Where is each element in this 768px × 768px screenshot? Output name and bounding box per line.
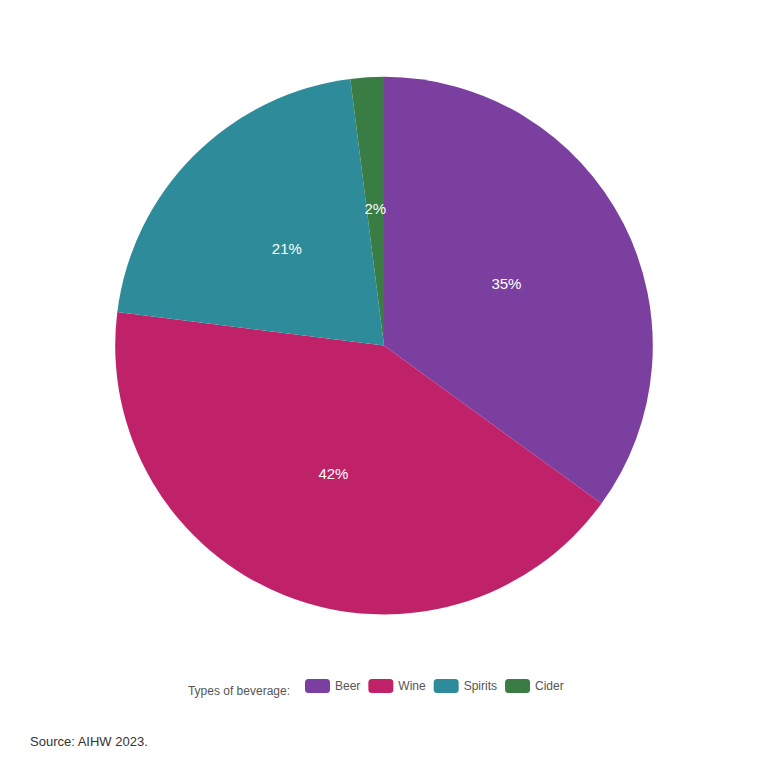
svg-text:Beer: Beer [335, 679, 360, 693]
svg-text:42%: 42% [318, 465, 348, 482]
svg-text:Wine: Wine [398, 679, 426, 693]
svg-text:Types of beverage:: Types of beverage: [188, 684, 290, 698]
svg-text:Spirits: Spirits [464, 679, 497, 693]
svg-text:Source: AIHW 2023.: Source: AIHW 2023. [30, 734, 148, 749]
svg-text:2%: 2% [365, 200, 387, 217]
svg-text:35%: 35% [491, 275, 521, 292]
svg-text:Cider: Cider [535, 679, 564, 693]
svg-text:21%: 21% [272, 240, 302, 257]
